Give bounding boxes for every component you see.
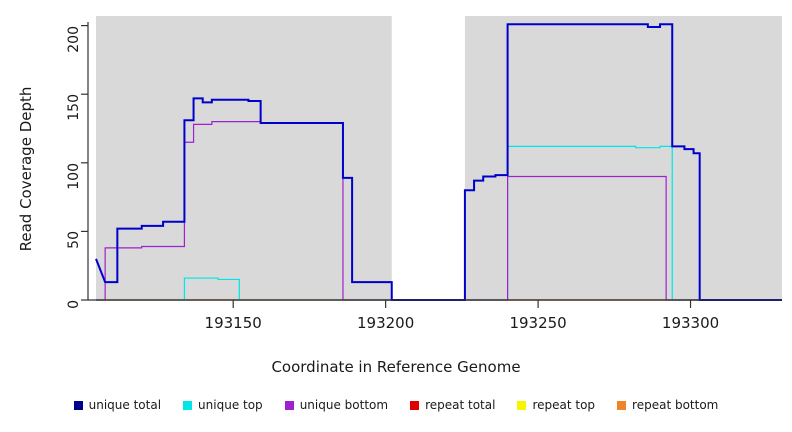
legend-label: repeat bottom [632, 398, 719, 412]
series-line-unique-bottom [96, 121, 782, 301]
legend-label: unique bottom [299, 398, 389, 412]
legend-item[interactable]: repeat bottom [617, 398, 718, 412]
x-tick-label: 193250 [509, 314, 567, 332]
legend-swatch-icon [410, 400, 420, 410]
legend-item[interactable]: repeat total [410, 398, 495, 412]
x-tick-label: 193150 [204, 314, 262, 332]
legend-label: repeat total [425, 398, 496, 412]
legend-swatch-icon [183, 400, 193, 410]
series-line-unique-total [95, 23, 782, 301]
legend-item[interactable]: unique total [73, 398, 162, 412]
legend-item[interactable]: unique bottom [284, 398, 389, 412]
legend: unique total unique top unique bottom repea… [0, 398, 792, 412]
legend-swatch-icon [73, 400, 83, 410]
x-axis-title: Coordinate in Reference Genome [271, 358, 521, 376]
x-tick-label: 193200 [357, 314, 415, 332]
legend-swatch-icon [284, 400, 294, 410]
legend-swatch-icon [517, 400, 527, 410]
coverage-gap-region [391, 16, 465, 300]
legend-item[interactable]: repeat top [517, 398, 595, 412]
x-tick-label: 193300 [661, 314, 720, 332]
legend-label: unique top [198, 398, 263, 412]
legend-item[interactable]: unique top [183, 398, 263, 412]
legend-swatch-icon [617, 400, 627, 410]
legend-label: repeat top [532, 398, 596, 412]
legend-label: unique total [88, 398, 162, 412]
